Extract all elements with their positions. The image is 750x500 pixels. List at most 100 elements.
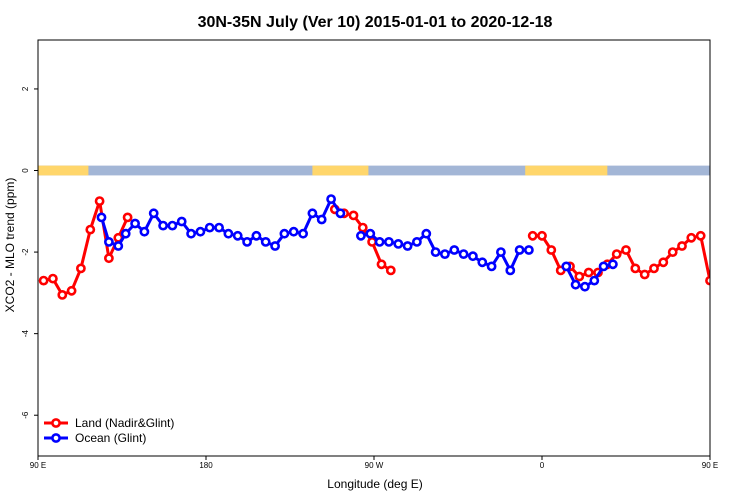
series-1-point	[393, 238, 404, 249]
series-0-point	[649, 263, 659, 274]
series-1-point	[298, 228, 308, 239]
series-1-point	[279, 228, 290, 239]
series-1-point	[589, 275, 600, 286]
series-1-point	[421, 228, 432, 239]
legend-marker-1	[51, 433, 61, 443]
series-1-point	[411, 236, 422, 247]
y-tick-label: 2	[21, 86, 30, 91]
series-1-point	[495, 247, 506, 257]
series-0-point	[57, 289, 68, 300]
legend-marker-0	[51, 418, 61, 428]
series-0-point	[94, 196, 105, 206]
series-0-point	[376, 259, 387, 270]
series-1-point	[186, 228, 196, 239]
series-0-point	[658, 257, 669, 268]
legend-label-1: Ocean (Glint)	[75, 431, 146, 445]
series-1-point	[176, 216, 187, 227]
series-1-point	[561, 261, 572, 272]
series-1-point	[383, 236, 394, 247]
series-0-point	[385, 265, 396, 276]
series-1-point	[608, 259, 618, 270]
x-tick-label: 90 E	[30, 461, 46, 470]
y-tick-label: -4	[21, 330, 30, 338]
series-0-point	[357, 222, 368, 233]
series-1-point	[467, 251, 478, 262]
series-1-point	[148, 208, 159, 219]
series-1-point	[120, 228, 131, 239]
series-0-point	[621, 245, 631, 255]
series-0-line-0	[43, 199, 129, 297]
series-0-point	[48, 273, 58, 284]
ocean-strip	[38, 165, 710, 176]
series-1-point	[195, 226, 206, 237]
series-0-point	[85, 224, 96, 235]
land-strip-1	[312, 165, 369, 176]
series-1-point	[570, 279, 581, 290]
series-1-point	[524, 245, 534, 255]
series-0-point	[639, 269, 650, 280]
series-0-point	[583, 267, 594, 278]
series-1-point	[288, 226, 299, 237]
series-0-point	[574, 271, 585, 282]
x-tick-label: 180	[199, 461, 213, 470]
series-1-point	[113, 241, 124, 251]
y-axis-label: XCO2 - MLO trend (ppm)	[3, 178, 17, 313]
chart-title: 30N-35N July (Ver 10) 2015-01-01 to 2020…	[198, 14, 553, 31]
series-0-point	[705, 275, 710, 286]
series-1-point	[223, 228, 234, 239]
series-1-point	[458, 249, 469, 259]
x-axis-label: Longitude (deg E)	[327, 477, 422, 491]
series-0-point	[348, 210, 359, 221]
series-1-point	[514, 245, 525, 255]
series-1-point	[486, 261, 497, 272]
plot-area: 90 E 180 90 W 0 90 E 2 0 -2 -4 -6 Land (Nadir&Glin…	[21, 39, 718, 470]
series-0-point	[630, 263, 641, 274]
series-0-point	[527, 230, 538, 241]
x-tick-label: 0	[540, 461, 545, 470]
series-0-point	[695, 230, 706, 241]
series-0-point	[38, 275, 49, 286]
series-1-point	[326, 194, 336, 204]
series-1-point	[449, 245, 460, 255]
series-0-point	[686, 232, 697, 243]
series-1-point	[307, 208, 318, 219]
series-1-point	[505, 265, 516, 276]
series-1-point	[130, 218, 140, 229]
series-1-point	[439, 249, 450, 259]
series-0-point	[66, 285, 77, 296]
series-1-point	[365, 228, 376, 239]
series-0-point	[611, 249, 622, 259]
series-1-point	[232, 230, 243, 241]
y-tick-label: -2	[21, 248, 30, 256]
series-1-point	[204, 222, 215, 233]
series-1-point	[270, 241, 280, 251]
series-1-point	[167, 220, 178, 231]
series-1-point	[374, 236, 385, 247]
series-1-point	[598, 261, 609, 272]
series-0-point	[76, 263, 86, 274]
series-0-point	[546, 245, 557, 255]
series-0-point	[537, 230, 547, 241]
x-tick-label: 90 W	[365, 461, 384, 470]
series-1-point	[242, 236, 252, 247]
series-1-point	[214, 222, 224, 233]
series-1-point	[402, 241, 413, 251]
y-tick-label: -6	[21, 411, 30, 419]
series-1-point	[96, 212, 107, 223]
series-1-point	[316, 214, 327, 225]
series-1-point	[104, 236, 114, 247]
series-1-point	[580, 281, 590, 292]
y-tick-label: 0	[21, 168, 30, 173]
series-1-point	[260, 236, 271, 247]
series-0-point	[122, 212, 133, 223]
legend-label-0: Land (Nadir&Glint)	[75, 416, 174, 430]
land-strip-2	[525, 165, 608, 176]
series-1-point	[251, 230, 262, 241]
series-1-point	[335, 208, 346, 219]
series-1-point	[158, 220, 168, 231]
x-tick-label: 90 E	[702, 461, 718, 470]
series-1-point	[430, 247, 441, 257]
series-1-point	[139, 226, 150, 237]
series-0-point	[104, 253, 114, 264]
